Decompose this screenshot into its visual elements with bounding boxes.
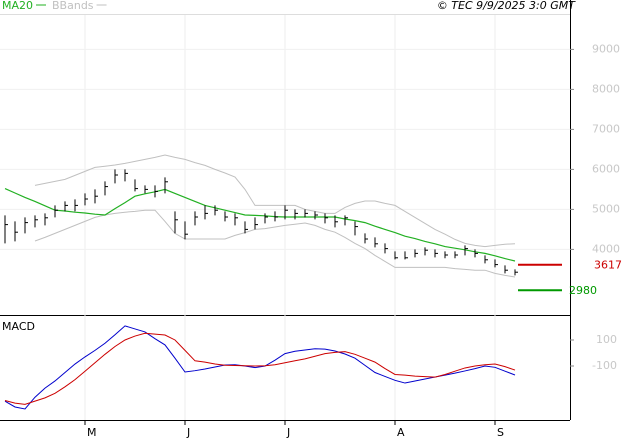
x-tick-label: S	[497, 426, 504, 439]
panel-title: MACD	[2, 320, 35, 333]
y-tick-label: 6000	[592, 162, 620, 175]
x-tick-label: A	[397, 426, 405, 439]
y-tick-label: -100	[592, 359, 617, 372]
legend-label: BBands	[52, 0, 94, 12]
ma-line	[4, 188, 516, 262]
y-tick-label: 4000	[592, 242, 620, 255]
level-label: 3617	[594, 259, 622, 272]
legend-label: MA20	[2, 0, 33, 12]
x-tick-label: J	[286, 426, 290, 439]
macd-line	[4, 332, 516, 405]
macd-line	[4, 325, 516, 410]
bband-lower	[34, 209, 516, 278]
y-tick-label: 100	[596, 333, 617, 346]
level-label: 2980	[569, 284, 597, 297]
y-tick-label: 9000	[592, 42, 620, 55]
credit: © TEC 9/9/2025 3:0 GMT	[437, 0, 576, 12]
y-tick-label: 5000	[592, 202, 620, 215]
x-tick-label: M	[87, 426, 97, 439]
y-tick-label: 7000	[592, 122, 620, 135]
y-tick-label: 8000	[592, 82, 620, 95]
bband-upper	[34, 154, 516, 248]
x-tick-label: J	[186, 426, 190, 439]
